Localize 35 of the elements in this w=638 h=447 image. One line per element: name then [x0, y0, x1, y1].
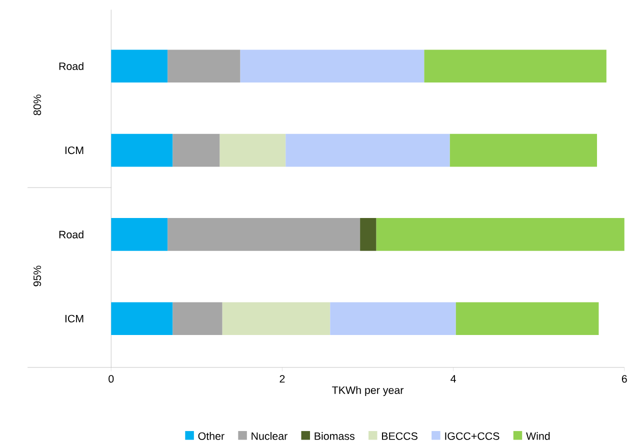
bar	[330, 302, 456, 335]
bar	[222, 302, 330, 335]
y-tick-label: ICM	[65, 146, 84, 154]
bar	[376, 218, 624, 251]
bar	[111, 134, 173, 167]
legend-label: Other	[198, 432, 224, 440]
x-tick-label: 6	[622, 375, 627, 383]
text: 95%	[33, 266, 42, 286]
bar	[286, 134, 450, 167]
y-tick-label: ICM	[65, 314, 84, 322]
bar	[111, 302, 173, 335]
legend-label: Nuclear	[252, 432, 288, 440]
legend-label: BECCS	[382, 432, 418, 440]
bar	[240, 50, 424, 82]
bar	[424, 50, 606, 82]
y-tick-label: Road	[59, 62, 84, 70]
x-tick-label: 4	[450, 375, 456, 382]
bar	[172, 302, 222, 335]
text: 80%	[33, 94, 42, 116]
bar	[456, 302, 599, 335]
bar	[168, 218, 360, 251]
bar	[111, 218, 168, 251]
x-tick-label: 2	[280, 375, 285, 382]
bar	[360, 218, 376, 251]
bar	[172, 134, 220, 167]
y-tick-label: Road	[59, 230, 84, 238]
x-tick-label: 0	[108, 375, 114, 383]
legend-label: Biomass	[314, 432, 354, 440]
bar	[450, 134, 598, 167]
legend-label: IGCC+CCS	[445, 432, 500, 440]
legend-label: Wind	[526, 432, 550, 440]
bar	[168, 50, 240, 82]
bar	[111, 50, 168, 82]
x-axis-title: TKWh per year	[332, 386, 404, 396]
bar	[220, 134, 286, 167]
